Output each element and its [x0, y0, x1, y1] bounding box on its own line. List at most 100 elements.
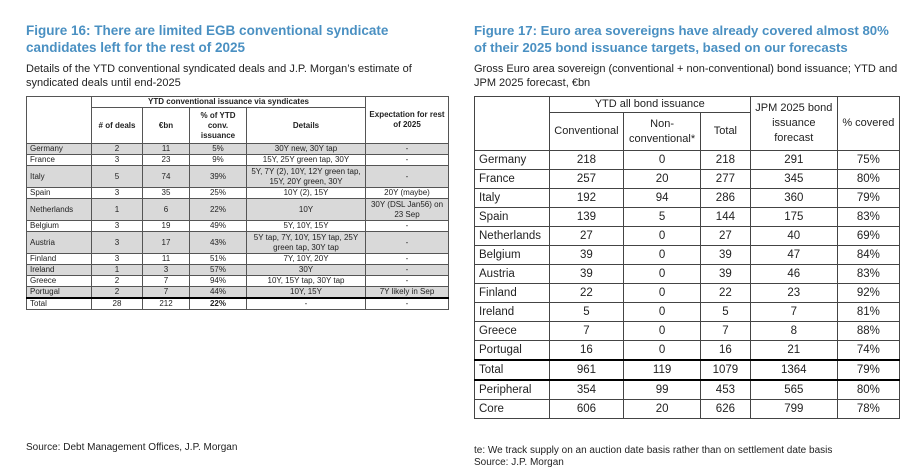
- table-row: Netherlands 27 0 27 40 69%: [474, 226, 901, 246]
- pct-cell: 22%: [189, 198, 247, 221]
- expectation-cell: -: [365, 275, 449, 287]
- country-cell: Total: [26, 297, 92, 310]
- pct-cell: 57%: [189, 264, 247, 276]
- table-row: Germany 2 11 5% 30Y new, 30Y tap -: [26, 143, 449, 155]
- group-header: YTD conventional issuance via syndicates: [91, 96, 366, 108]
- total-cell: 286: [699, 188, 751, 208]
- covered-cell: 74%: [836, 340, 901, 361]
- jpm-forecast-cell: 7: [749, 302, 838, 322]
- details-cell: 5Y, 10Y, 15Y: [246, 220, 366, 232]
- jpm-forecast-cell: 175: [749, 207, 838, 227]
- covered-cell: 83%: [836, 264, 901, 284]
- jpm-forecast-cell: 8: [749, 321, 838, 341]
- country-cell: Belgium: [26, 220, 92, 232]
- total-cell: 626: [699, 399, 751, 419]
- nonconv-cell: 0: [623, 150, 701, 170]
- table-row: Ireland 5 0 5 7 81%: [474, 302, 901, 322]
- conv-cell: 354: [548, 379, 625, 400]
- total-cell: 5: [699, 302, 751, 322]
- figure-17-subtitle: Gross Euro area sovereign (conventional …: [474, 63, 898, 89]
- table-row: Portugal 16 0 16 21 74%: [474, 340, 901, 361]
- table-row: Netherlands 1 6 22% 10Y 30Y (DSL Jan56) on 23…: [26, 198, 449, 221]
- nonconv-cell: 0: [623, 340, 701, 361]
- table-row: Italy 5 74 39% 5Y, 7Y (2), 10Y, 12Y green ta…: [26, 165, 449, 188]
- country-cell: Total: [474, 359, 550, 381]
- details-cell: -: [246, 297, 366, 310]
- table-row: France 257 20 277 345 80%: [474, 169, 901, 189]
- country-cell: Austria: [474, 264, 550, 284]
- conv-cell: 961: [548, 359, 625, 381]
- nonconv-cell: 94: [623, 188, 701, 208]
- pct-cell: 43%: [189, 231, 247, 254]
- col-nonconv-header: Non-conventional*: [623, 112, 701, 151]
- country-cell: France: [474, 169, 550, 189]
- jpm-forecast-cell: 799: [749, 399, 838, 419]
- total-cell: 277: [699, 169, 751, 189]
- details-cell: 10Y, 15Y tap, 30Y tap: [246, 275, 366, 287]
- country-cell: Spain: [26, 187, 92, 199]
- nonconv-cell: 99: [623, 379, 701, 400]
- deals-cell: 3: [91, 231, 143, 254]
- covered-cell: 79%: [836, 188, 901, 208]
- conv-cell: 39: [548, 264, 625, 284]
- table-row: Belgium 39 0 39 47 84%: [474, 245, 901, 265]
- jpm-forecast-cell: 47: [749, 245, 838, 265]
- eur-cell: 17: [142, 231, 190, 254]
- expectation-cell: -: [365, 253, 449, 265]
- figure-16-source: Source: Debt Management Offices, J.P. Mo…: [26, 442, 238, 453]
- deals-cell: 1: [91, 264, 143, 276]
- figure-16-subtitle: Details of the YTD conventional syndicat…: [26, 63, 412, 89]
- conv-cell: 5: [548, 302, 625, 322]
- country-cell: Peripheral: [474, 379, 550, 400]
- details-cell: 5Y, 7Y (2), 10Y, 12Y green tap, 15Y, 20Y…: [246, 165, 366, 188]
- col-details-header: Details: [246, 107, 366, 144]
- table-row: Spain 139 5 144 175 83%: [474, 207, 901, 227]
- corner-cell: [474, 96, 550, 151]
- jpm-forecast-cell: 46: [749, 264, 838, 284]
- conv-cell: 22: [548, 283, 625, 303]
- jpm-forecast-cell: 291: [749, 150, 838, 170]
- syndicate-table: YTD conventional issuance via syndicates…: [26, 96, 449, 310]
- details-cell: 15Y, 25Y green tap, 30Y: [246, 154, 366, 166]
- country-cell: Netherlands: [26, 198, 92, 221]
- eur-cell: 23: [142, 154, 190, 166]
- covered-cell: 79%: [836, 359, 901, 381]
- total-cell: 218: [699, 150, 751, 170]
- nonconv-cell: 0: [623, 283, 701, 303]
- pct-cell: 94%: [189, 275, 247, 287]
- eur-cell: 35: [142, 187, 190, 199]
- jpm-forecast-cell: 23: [749, 283, 838, 303]
- country-cell: Finland: [474, 283, 550, 303]
- total-cell: 16: [699, 340, 751, 361]
- covered-cell: 88%: [836, 321, 901, 341]
- eur-cell: 3: [142, 264, 190, 276]
- table-row: Greece 2 7 94% 10Y, 15Y tap, 30Y tap -: [26, 275, 449, 287]
- nonconv-cell: 5: [623, 207, 701, 227]
- total-cell: 39: [699, 264, 751, 284]
- covered-cell: 78%: [836, 399, 901, 419]
- deals-cell: 5: [91, 165, 143, 188]
- expectation-cell: -: [365, 143, 449, 155]
- nonconv-cell: 0: [623, 302, 701, 322]
- issuance-table: YTD all bond issuance JPM 2025 bond issu…: [474, 96, 901, 419]
- deals-cell: 28: [91, 297, 143, 310]
- col-total-header: Total: [699, 112, 751, 151]
- table-row: Spain 3 35 25% 10Y (2), 15Y 20Y (maybe): [26, 187, 449, 199]
- deals-cell: 2: [91, 286, 143, 299]
- expectation-cell: -: [365, 165, 449, 188]
- expectation-cell: -: [365, 154, 449, 166]
- table-row: Finland 22 0 22 23 92%: [474, 283, 901, 303]
- expectation-cell: -: [365, 297, 449, 310]
- country-cell: Italy: [474, 188, 550, 208]
- total-cell: 144: [699, 207, 751, 227]
- deals-cell: 3: [91, 220, 143, 232]
- total-row: Total 28 212 22% - -: [26, 297, 449, 310]
- figure-16-panel: Figure 16: There are limited EGB convent…: [26, 0, 456, 453]
- pct-cell: 49%: [189, 220, 247, 232]
- nonconv-cell: 0: [623, 321, 701, 341]
- table-row: Ireland 1 3 57% 30Y -: [26, 264, 449, 276]
- country-cell: Portugal: [474, 340, 550, 361]
- total-cell: 7: [699, 321, 751, 341]
- total-cell: 1079: [699, 359, 751, 381]
- deals-cell: 2: [91, 275, 143, 287]
